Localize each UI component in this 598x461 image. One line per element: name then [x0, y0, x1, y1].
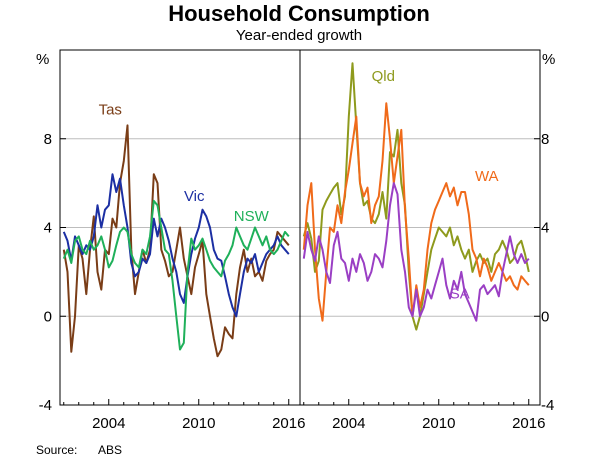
chart-subtitle: Year-ended growth — [235, 27, 363, 44]
source-label: Source: — [36, 443, 78, 457]
x-tick-label: 2004 — [332, 415, 365, 432]
source-note: Source: ABS — [36, 443, 122, 457]
y-tick-label-left: -4 — [39, 397, 52, 414]
series-label-wa: WA — [475, 168, 499, 185]
y-unit-left: % — [36, 51, 49, 68]
x-tick-label: 2016 — [512, 415, 545, 432]
y-tick-label-right: -4 — [541, 397, 554, 414]
y-tick-label-left: 4 — [44, 220, 52, 237]
x-tick-label: 2004 — [92, 415, 125, 432]
y-tick-label-right: 8 — [541, 131, 549, 148]
series-label-tas: Tas — [99, 101, 122, 118]
series-line-tas — [62, 124, 290, 358]
y-tick-label-left: 8 — [44, 131, 52, 148]
series-line-qld — [302, 62, 530, 331]
y-tick-label-left: 0 — [44, 308, 52, 325]
y-unit-right: % — [542, 51, 555, 68]
x-tick-label: 2010 — [182, 415, 215, 432]
y-tick-label-right: 4 — [541, 220, 549, 237]
chart-frame — [59, 49, 541, 406]
series-label-nsw: NSW — [234, 208, 270, 225]
source-value: ABS — [98, 443, 123, 457]
series-line-wa — [302, 102, 530, 322]
series-label-qld: Qld — [372, 68, 395, 85]
series-line-vic — [62, 173, 290, 318]
series-line-nsw — [62, 199, 290, 351]
chart-title: Household Consumption — [168, 1, 430, 26]
series-label-vic: Vic — [184, 188, 205, 205]
series-label-sa: SA — [450, 286, 470, 303]
series-lines — [62, 62, 530, 358]
y-tick-label-right: 0 — [541, 308, 549, 325]
series-line-sa — [302, 182, 530, 322]
x-tick-label: 2010 — [422, 415, 455, 432]
x-tick-label: 2016 — [272, 415, 305, 432]
